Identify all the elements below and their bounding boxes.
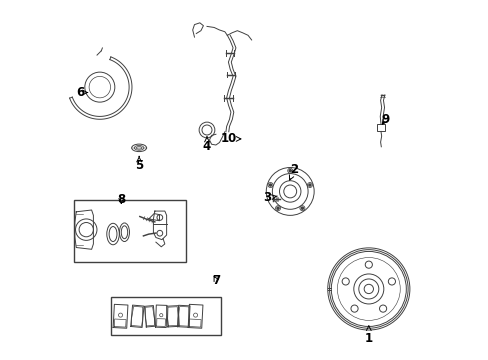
Bar	[110, 297, 221, 336]
Bar	[377, 123, 384, 131]
Bar	[74, 200, 186, 262]
Text: 2: 2	[289, 163, 298, 180]
Text: 3: 3	[263, 192, 277, 204]
Text: 1: 1	[364, 326, 372, 346]
Text: 5: 5	[135, 156, 143, 172]
Circle shape	[308, 184, 310, 186]
Text: 6: 6	[76, 86, 87, 99]
Text: 4: 4	[203, 137, 211, 153]
Circle shape	[288, 170, 291, 172]
Circle shape	[276, 207, 279, 209]
Circle shape	[301, 207, 303, 209]
Text: 7: 7	[211, 274, 220, 287]
Text: 8: 8	[117, 193, 125, 206]
Text: 10: 10	[220, 132, 241, 145]
Text: 9: 9	[381, 113, 389, 126]
Circle shape	[269, 184, 271, 186]
